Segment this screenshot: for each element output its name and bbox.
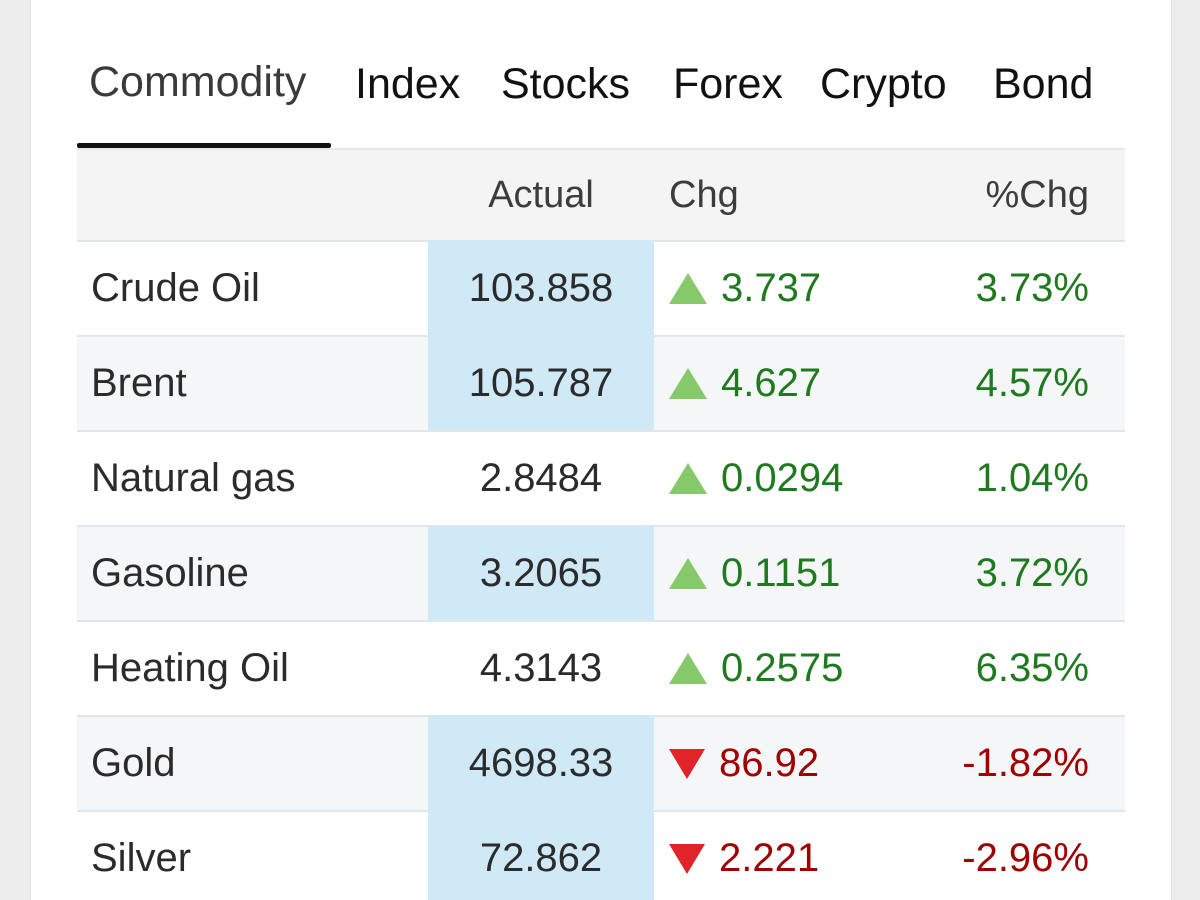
- change-cell: 0.2575: [669, 622, 843, 715]
- tab-label: Stocks: [501, 60, 631, 108]
- change-cell: 86.92: [669, 717, 819, 810]
- percent-change-value: 6.35%: [975, 646, 1089, 690]
- table-row[interactable]: Gasoline 3.2065 0.1151 3.72%: [77, 525, 1125, 620]
- percent-change-value: -1.82%: [962, 741, 1089, 785]
- change-value: 3.737: [721, 266, 822, 310]
- commodity-name: Heating Oil: [91, 646, 289, 690]
- commodity-name: Natural gas: [91, 456, 296, 500]
- triangle-up-icon: [669, 463, 707, 494]
- tab-label: Forex: [673, 60, 783, 108]
- tab-forex[interactable]: Forex: [673, 60, 783, 148]
- actual-value: 4.3143: [479, 646, 603, 690]
- change-value: 2.221: [719, 836, 820, 880]
- actual-highlight: [428, 525, 654, 620]
- tab-bond[interactable]: Bond: [993, 60, 1093, 148]
- tab-label: Bond: [993, 60, 1094, 108]
- actual-highlight: [428, 715, 654, 810]
- actual-value: 72.862: [479, 836, 603, 880]
- change-cell: 3.737: [669, 242, 821, 335]
- actual-value: 3.2065: [479, 551, 603, 595]
- actual-highlight: [428, 335, 654, 430]
- tab-commodity[interactable]: Commodity: [89, 58, 306, 146]
- tab-label: Index: [355, 60, 461, 108]
- change-cell: 0.0294: [669, 432, 843, 525]
- table-row[interactable]: Silver 72.862 2.221 -2.96%: [77, 810, 1125, 900]
- change-cell: 0.1151: [669, 527, 840, 620]
- table-row[interactable]: Natural gas 2.8484 0.0294 1.04%: [77, 430, 1125, 525]
- tab-label: Crypto: [820, 60, 947, 108]
- change-value: 4.627: [721, 361, 822, 405]
- header-pct-chg: %Chg: [985, 173, 1090, 216]
- active-tab-indicator: [77, 143, 331, 148]
- change-cell: 2.221: [669, 812, 819, 900]
- percent-change-value: 4.57%: [975, 361, 1089, 405]
- actual-value: 103.858: [468, 266, 614, 310]
- tab-crypto[interactable]: Crypto: [820, 60, 947, 148]
- commodity-name: Silver: [91, 836, 192, 880]
- change-value: 0.1151: [721, 551, 841, 595]
- table-row[interactable]: Heating Oil 4.3143 0.2575 6.35%: [77, 620, 1125, 715]
- commodity-table: Actual Chg %Chg Crude Oil 103.858 3.737 3.7…: [77, 148, 1125, 900]
- triangle-down-icon: [669, 843, 705, 874]
- percent-change-value: 3.73%: [975, 266, 1089, 310]
- header-actual: Actual: [488, 173, 594, 216]
- triangle-up-icon: [669, 273, 707, 304]
- tab-label: Commodity: [89, 58, 307, 106]
- market-card: Commodity Index Stocks Forex Crypto Bond…: [30, 0, 1172, 900]
- percent-change-value: -2.96%: [962, 836, 1089, 880]
- table-row[interactable]: Brent 105.787 4.627 4.57%: [77, 335, 1125, 430]
- triangle-up-icon: [669, 368, 707, 399]
- commodity-name: Crude Oil: [91, 266, 260, 310]
- triangle-up-icon: [669, 558, 707, 589]
- change-value: 0.2575: [721, 646, 844, 690]
- market-tabs: Commodity Index Stocks Forex Crypto Bond: [77, 0, 1127, 148]
- percent-change-value: 3.72%: [975, 551, 1089, 595]
- triangle-up-icon: [669, 653, 707, 684]
- header-chg: Chg: [669, 173, 739, 216]
- table-row[interactable]: Gold 4698.33 86.92 -1.82%: [77, 715, 1125, 810]
- tab-index[interactable]: Index: [355, 60, 460, 148]
- change-value: 86.92: [719, 741, 820, 785]
- commodity-name: Brent: [91, 361, 187, 405]
- actual-value: 2.8484: [479, 456, 603, 500]
- change-cell: 4.627: [669, 337, 821, 430]
- actual-highlight: [428, 810, 654, 900]
- triangle-down-icon: [669, 748, 705, 779]
- table-row[interactable]: Crude Oil 103.858 3.737 3.73%: [77, 240, 1125, 335]
- actual-value: 105.787: [468, 361, 614, 405]
- percent-change-value: 1.04%: [975, 456, 1089, 500]
- actual-value: 4698.33: [468, 741, 614, 785]
- tab-stocks[interactable]: Stocks: [501, 60, 630, 148]
- commodity-name: Gold: [91, 741, 176, 785]
- actual-highlight: [428, 240, 654, 335]
- change-value: 0.0294: [721, 456, 844, 500]
- commodity-name: Gasoline: [91, 551, 249, 595]
- table-header: Actual Chg %Chg: [77, 148, 1125, 240]
